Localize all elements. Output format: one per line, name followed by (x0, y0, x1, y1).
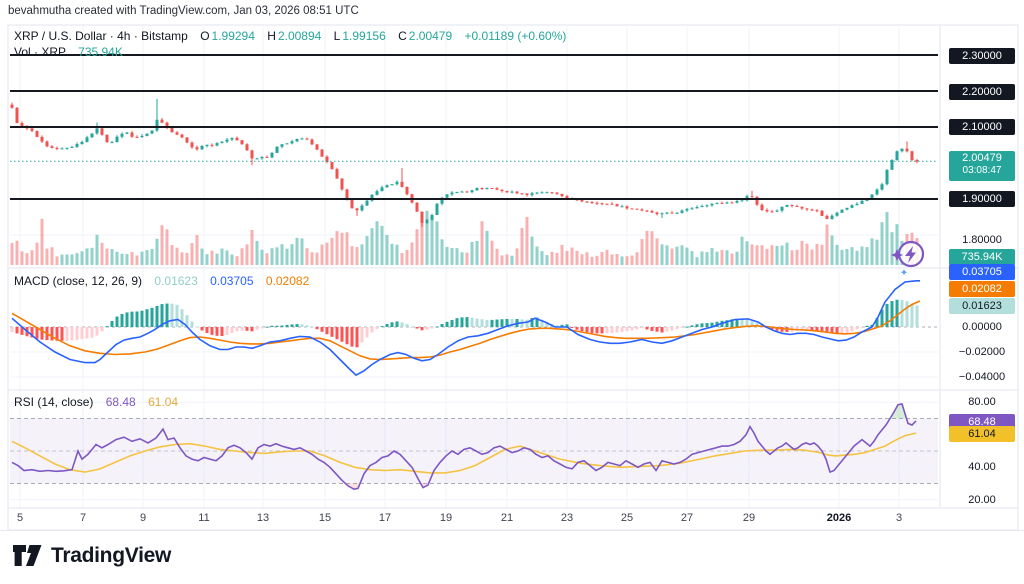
price-axis-label: 2.20000 (949, 84, 1015, 100)
price-axis-label: 2.30000 (949, 48, 1015, 64)
symbol-title: XRP / U.S. Dollar · 4h · Bitstamp (14, 29, 188, 43)
time-axis-label: 27 (680, 512, 694, 524)
tradingview-logo[interactable]: TradingView (13, 544, 171, 568)
price-axis-label: 20.00 (968, 494, 996, 506)
time-axis-label: 29 (742, 512, 756, 524)
macd-line-value: 0.03705 (210, 274, 254, 288)
ohlc-high-label: H (267, 29, 276, 43)
ohlc-low-label: L (333, 29, 341, 43)
time-axis-label: 23 (560, 512, 574, 524)
rsi-ma-value: 61.04 (148, 395, 179, 409)
rsi-title: RSI (14, close) (14, 395, 94, 409)
price-axis-label: 735.94K (949, 249, 1015, 265)
price-axis-label: 2.10000 (949, 119, 1015, 135)
volume-value: 735.94K (78, 45, 123, 59)
symbol-legend[interactable]: XRP / U.S. Dollar · 4h · Bitstamp O 1.992… (14, 29, 566, 43)
rsi-legend[interactable]: RSI (14, close) 68.48 61.04 (14, 395, 178, 409)
time-axis-label: 21 (500, 512, 514, 524)
price-axis-label: 40.00 (968, 461, 996, 473)
macd-hist-value: 0.01623 (154, 274, 198, 288)
ohlc-high-value: 2.00894 (277, 29, 322, 43)
price-axis-label: 0.00000 (962, 321, 1002, 333)
price-axis-label: −0.02000 (958, 346, 1006, 358)
price-axis-label: 1.90000 (949, 191, 1015, 207)
time-axis-label: 2026 (826, 512, 852, 524)
time-axis-label: 17 (378, 512, 392, 524)
ohlc-open-value: 1.99294 (211, 29, 255, 43)
time-axis-label: 9 (139, 512, 147, 524)
footer: TradingView (0, 530, 1024, 584)
brand-name: TradingView (51, 544, 172, 567)
time-axis-label: 5 (16, 512, 24, 524)
volume-label: Vol · XRP (14, 45, 66, 59)
macd-title: MACD (close, 12, 26, 9) (14, 274, 143, 288)
time-axis-label: 25 (620, 512, 634, 524)
price-axis-label: 80.00 (968, 396, 996, 408)
ohlc-low-value: 1.99156 (342, 29, 386, 43)
price-axis-label: 1.80000 (962, 234, 1002, 246)
time-axis-label: 19 (439, 512, 453, 524)
macd-legend[interactable]: MACD (close, 12, 26, 9) 0.01623 0.03705 … (14, 274, 309, 288)
price-axis-label: 2.00479 03:08:47 (949, 151, 1015, 181)
ohlc-close-value: 2.00479 (408, 29, 453, 43)
time-axis-label: 15 (318, 512, 332, 524)
tradingview-logo-icon (13, 545, 42, 566)
time-axis[interactable]: 5 7 9 11 13 15 17 19 21 23 25 27 29 2026 3 (0, 509, 940, 530)
macd-signal-value: 0.02082 (265, 274, 310, 288)
time-axis-label: 11 (198, 512, 210, 524)
price-axis-label: 61.04 (949, 426, 1015, 442)
price-axis-label: 0.02082 (949, 281, 1015, 297)
price-axis[interactable]: 2.30000 2.20000 2.10000 2.00479 03:08:47 1.90… (940, 0, 1024, 530)
spark-icon[interactable] (888, 236, 932, 276)
ohlc-open-label: O (200, 29, 210, 43)
attribution-text: bevahmutha created with TradingView.com,… (8, 5, 359, 17)
volume-legend[interactable]: Vol · XRP 735.94K (14, 45, 123, 59)
time-axis-label: 13 (256, 512, 270, 524)
time-axis-label: 3 (895, 512, 903, 524)
price-axis-label: −0.04000 (958, 371, 1006, 383)
change-value: +0.01189 (+0.60%) (464, 29, 567, 43)
price-axis-label: 0.01623 (949, 298, 1015, 314)
time-axis-label: 7 (79, 512, 87, 524)
ohlc-close-label: C (398, 29, 407, 43)
rsi-value: 68.48 (105, 395, 136, 409)
price-axis-label: 0.03705 (949, 264, 1015, 280)
